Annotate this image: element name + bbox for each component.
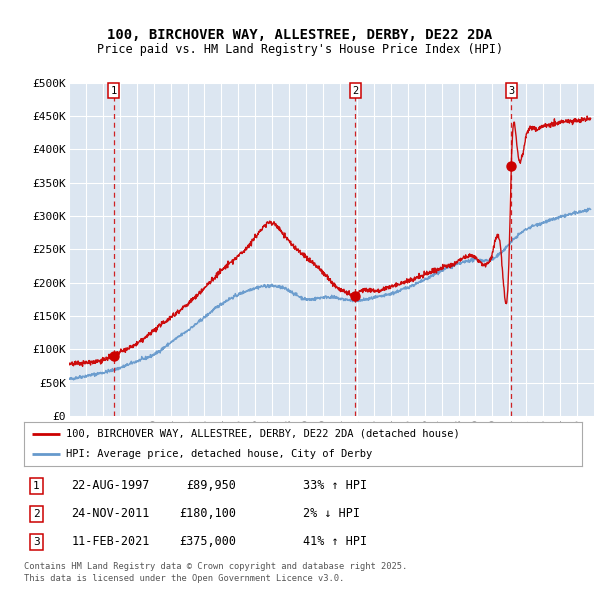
Text: Contains HM Land Registry data © Crown copyright and database right 2025.: Contains HM Land Registry data © Crown c… (24, 562, 407, 571)
Text: 41% ↑ HPI: 41% ↑ HPI (303, 535, 367, 548)
Text: 11-FEB-2021: 11-FEB-2021 (71, 535, 150, 548)
Text: 2% ↓ HPI: 2% ↓ HPI (303, 507, 360, 520)
Text: 1: 1 (33, 481, 40, 491)
Text: £180,100: £180,100 (179, 507, 236, 520)
Text: 24-NOV-2011: 24-NOV-2011 (71, 507, 150, 520)
Text: 3: 3 (508, 86, 514, 96)
Text: £375,000: £375,000 (179, 535, 236, 548)
Text: 1: 1 (110, 86, 117, 96)
Text: £89,950: £89,950 (186, 479, 236, 492)
Text: 2: 2 (33, 509, 40, 519)
Text: HPI: Average price, detached house, City of Derby: HPI: Average price, detached house, City… (66, 449, 372, 459)
Text: 3: 3 (33, 537, 40, 547)
Text: 22-AUG-1997: 22-AUG-1997 (71, 479, 150, 492)
Text: 100, BIRCHOVER WAY, ALLESTREE, DERBY, DE22 2DA: 100, BIRCHOVER WAY, ALLESTREE, DERBY, DE… (107, 28, 493, 42)
Text: Price paid vs. HM Land Registry's House Price Index (HPI): Price paid vs. HM Land Registry's House … (97, 43, 503, 56)
Text: 33% ↑ HPI: 33% ↑ HPI (303, 479, 367, 492)
Text: 100, BIRCHOVER WAY, ALLESTREE, DERBY, DE22 2DA (detached house): 100, BIRCHOVER WAY, ALLESTREE, DERBY, DE… (66, 429, 460, 439)
Text: 2: 2 (352, 86, 358, 96)
Text: This data is licensed under the Open Government Licence v3.0.: This data is licensed under the Open Gov… (24, 573, 344, 582)
